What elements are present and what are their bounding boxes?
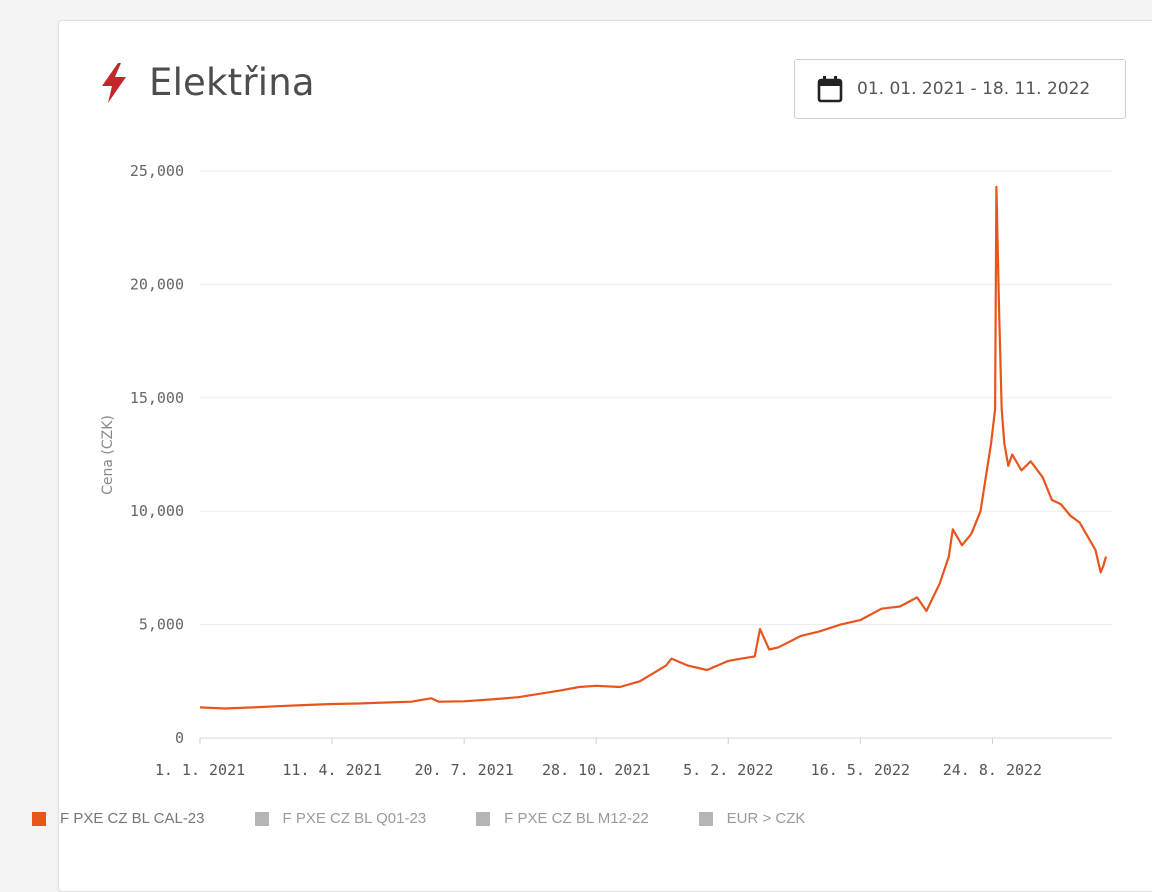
legend-item[interactable]: EUR > CZK — [698, 810, 806, 827]
y-axis-label: Cena (CZK) — [100, 415, 116, 495]
legend-label: F PXE CZ BL M12-22 — [504, 810, 649, 827]
x-axis-ticks: 1. 1. 2021 11. 4. 2021 20. 7. 2021 28. 10. … — [155, 738, 1042, 779]
legend-swatch — [254, 811, 269, 826]
date-range-picker[interactable]: 01. 01. 2021 - 18. 11. 2022 — [794, 59, 1126, 119]
legend-swatch — [698, 811, 713, 826]
y-tick-label: 25,000 — [130, 162, 184, 180]
x-tick-label: 28. 10. 2021 — [542, 761, 650, 779]
legend-label: F PXE CZ BL Q01-23 — [282, 810, 427, 827]
legend-label: EUR > CZK — [726, 810, 806, 827]
x-tick-label: 5. 2. 2022 — [683, 761, 773, 779]
y-tick-label: 5,000 — [139, 616, 184, 634]
y-tick-label: 0 — [175, 729, 184, 747]
date-range-text: 01. 01. 2021 - 18. 11. 2022 — [857, 79, 1091, 99]
legend-swatch — [32, 811, 46, 826]
calendar-icon — [817, 76, 843, 103]
price-line-chart: 25,000 20,000 15,000 10,000 5,000 0 1. 1. 202… — [94, 155, 1124, 795]
legend-item[interactable]: F PXE CZ BL CAL-23 — [32, 810, 205, 827]
legend: F PXE CZ BL CAL-23 F PXE CZ BL Q01-23 F PX… — [32, 810, 855, 827]
x-tick-label: 16. 5. 2022 — [811, 761, 910, 779]
gridlines — [200, 170, 1112, 739]
page-title: Elektřina — [149, 61, 315, 104]
y-tick-label: 10,000 — [130, 502, 184, 520]
title-row: Elektřina — [99, 61, 315, 104]
plot-background — [94, 155, 1124, 795]
legend-label: F PXE CZ BL CAL-23 — [60, 810, 205, 827]
x-tick-label: 11. 4. 2021 — [282, 761, 381, 779]
x-tick-label: 24. 8. 2022 — [943, 761, 1042, 779]
x-tick-label: 20. 7. 2021 — [414, 761, 513, 779]
legend-item[interactable]: F PXE CZ BL Q01-23 — [254, 810, 427, 827]
legend-item[interactable]: F PXE CZ BL M12-22 — [476, 810, 649, 827]
x-tick-label: 1. 1. 2021 — [155, 761, 245, 779]
chart-area: 25,000 20,000 15,000 10,000 5,000 0 1. 1. 202… — [94, 155, 1124, 795]
series-line-cal-23 — [199, 185, 1108, 710]
lightning-bolt-icon — [102, 62, 126, 103]
y-axis-ticks: 25,000 20,000 15,000 10,000 5,000 0 — [130, 162, 184, 747]
legend-swatch — [476, 811, 491, 826]
y-tick-label: 15,000 — [130, 389, 184, 407]
y-tick-label: 20,000 — [130, 275, 184, 293]
